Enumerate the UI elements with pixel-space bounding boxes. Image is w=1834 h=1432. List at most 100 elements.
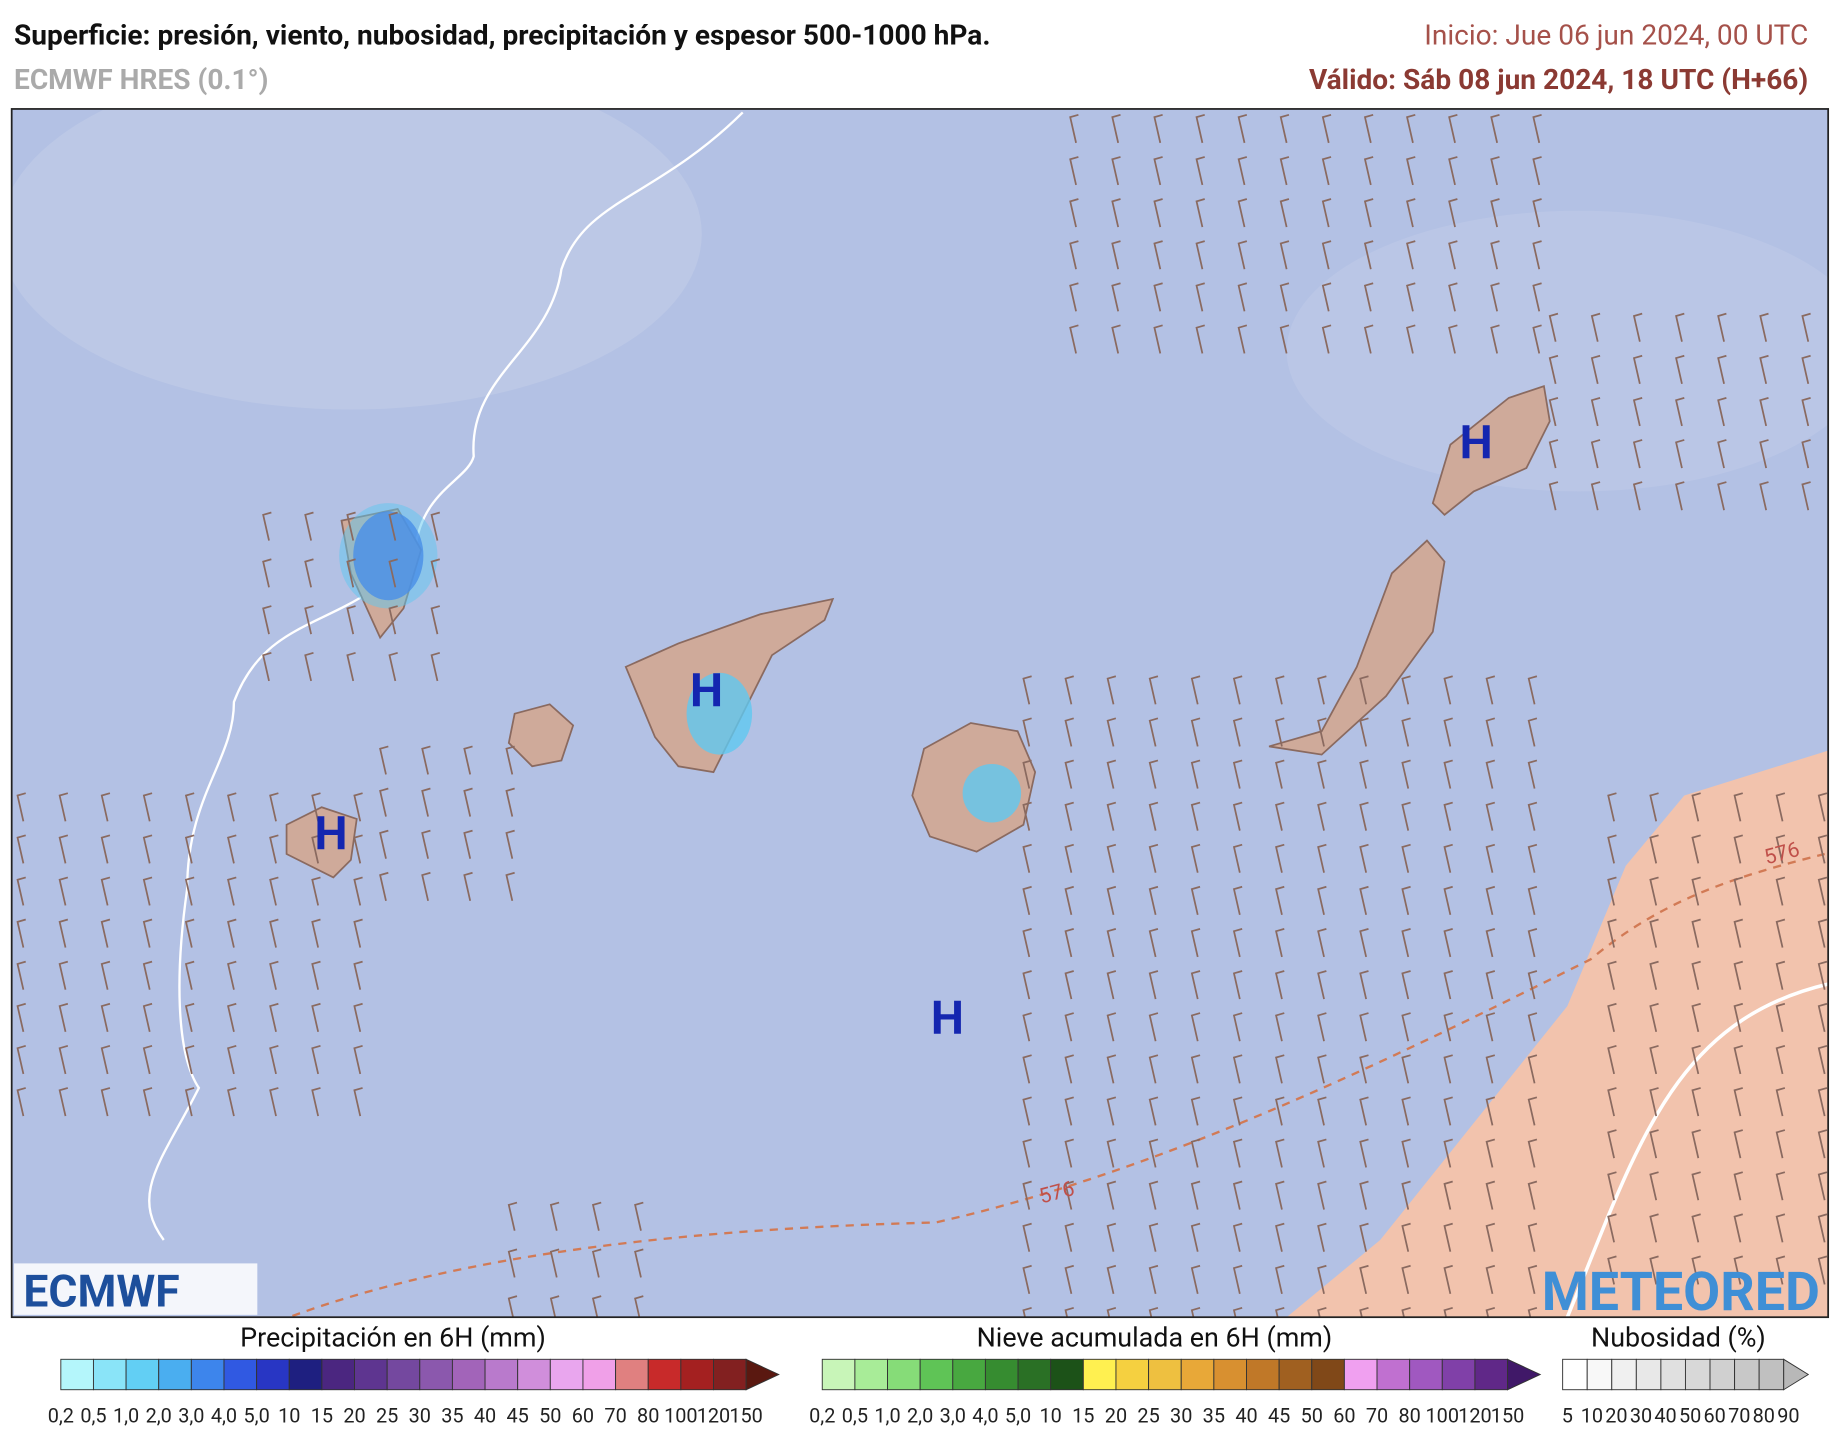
wind-barb — [505, 787, 515, 817]
legend-swatch — [713, 1358, 747, 1391]
legend-label: 1,0 — [113, 1404, 139, 1427]
fuerteventura — [1268, 539, 1446, 756]
wind-barb — [1232, 675, 1243, 705]
wind-barb — [1275, 759, 1285, 789]
wind-barb — [184, 876, 195, 906]
wind-barb — [1359, 1012, 1369, 1042]
wind-barb — [227, 876, 237, 906]
wind-barb — [1317, 717, 1327, 747]
legend-swatch — [582, 1358, 617, 1391]
wind-barb — [1232, 970, 1243, 1000]
legend-swatch — [1376, 1358, 1411, 1391]
wind-barb — [1232, 1222, 1243, 1252]
wind-barb — [269, 876, 279, 906]
legend-label: 40 — [1654, 1404, 1676, 1427]
wind-barb — [1733, 1087, 1744, 1117]
legend-label: 45 — [507, 1404, 529, 1427]
legend-swatch — [952, 1358, 986, 1391]
wind-barb — [1817, 918, 1828, 948]
wind-barb — [591, 1295, 602, 1318]
wind-barb — [1232, 717, 1243, 747]
legend-swatch — [1474, 1358, 1509, 1391]
wind-barb — [634, 1201, 644, 1231]
wind-barb — [1106, 1180, 1117, 1210]
legend-swatch — [1684, 1358, 1711, 1391]
legend-label: 5 — [1562, 1404, 1573, 1427]
wind-barb — [379, 787, 389, 817]
wind-barb — [100, 1044, 111, 1075]
wind-barb — [1064, 1180, 1074, 1210]
wind-barb — [142, 792, 153, 822]
wind-barb — [1317, 1222, 1327, 1252]
wind-barb — [463, 787, 473, 817]
legend-label: 25 — [1137, 1404, 1159, 1427]
wind-barb — [1022, 1264, 1032, 1294]
wind-barb — [1195, 240, 1205, 270]
wind-barb — [1401, 1306, 1411, 1318]
legend-label: 3,0 — [940, 1404, 966, 1427]
wind-barb — [1490, 324, 1500, 354]
wind-barb — [1775, 1044, 1786, 1075]
wind-barb — [346, 651, 356, 682]
wind-barb — [1153, 198, 1163, 228]
title: Superficie: presión, viento, nubosidad, … — [14, 19, 990, 52]
wind-barb — [269, 1087, 279, 1117]
wind-barb — [421, 871, 431, 901]
wind-barb — [1801, 439, 1811, 469]
wind-barb — [1649, 1171, 1659, 1201]
wind-barb — [311, 1002, 321, 1032]
wind-barb — [1527, 970, 1538, 1000]
wind-barb — [1527, 928, 1538, 958]
wind-barb — [1153, 324, 1163, 354]
wind-barb — [1148, 1096, 1159, 1126]
wind-barb — [1022, 928, 1032, 958]
wind-barb — [1190, 1096, 1201, 1126]
wind-barb — [1064, 759, 1074, 789]
legend-swatch — [1050, 1358, 1084, 1391]
wind-barb — [1022, 1138, 1032, 1168]
legend-label: 2,0 — [907, 1404, 933, 1427]
wind-barb — [227, 834, 237, 864]
wind-barb — [1691, 1087, 1701, 1117]
wind-barb — [1590, 312, 1601, 342]
wind-barb — [1359, 1096, 1369, 1126]
wind-barb — [1401, 885, 1411, 916]
wind-barb — [1275, 675, 1285, 705]
wind-barb — [1317, 1012, 1327, 1042]
wind-barb — [1064, 885, 1074, 916]
wind-barb — [1801, 354, 1811, 385]
wind-barb — [1607, 918, 1617, 948]
wind-barb — [1485, 717, 1496, 747]
legend-swatch — [1758, 1358, 1785, 1391]
legend-label: 40 — [474, 1404, 496, 1427]
precip — [339, 503, 438, 609]
wind-barb — [1195, 113, 1205, 144]
legend-label: 0,2 — [809, 1404, 835, 1427]
wind-barb — [1069, 113, 1079, 144]
high: H — [314, 807, 347, 861]
wind-barb — [505, 871, 515, 901]
wind-barb — [1527, 1306, 1538, 1318]
wind-barb — [16, 960, 26, 990]
wind-barb — [591, 1248, 602, 1278]
wind-barb — [1190, 1180, 1201, 1210]
legend-label: 3,0 — [178, 1404, 204, 1427]
wind-barb — [1443, 1054, 1453, 1084]
precip — [686, 672, 753, 755]
legend-label: 150 — [1491, 1404, 1525, 1427]
wind-barb — [1064, 1306, 1074, 1318]
wind-barb — [421, 829, 431, 859]
wind-barb — [1275, 717, 1285, 747]
wind-barb — [1759, 354, 1769, 385]
wind-barb — [262, 651, 272, 682]
wind-barb — [1190, 675, 1201, 705]
wind-barb — [1279, 156, 1290, 186]
wind-barb — [100, 834, 111, 864]
wind-barb — [1359, 759, 1369, 789]
wind-barb — [1401, 759, 1411, 789]
wind-barb — [1022, 1180, 1032, 1210]
wind-barb — [1232, 1054, 1243, 1084]
legend-label: 100 — [1426, 1404, 1460, 1427]
precip — [962, 763, 1022, 823]
wind-barb — [1733, 1129, 1744, 1159]
